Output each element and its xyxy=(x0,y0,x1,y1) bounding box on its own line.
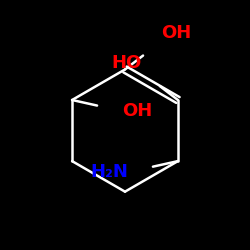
Text: H₂N: H₂N xyxy=(90,163,128,181)
Text: HO: HO xyxy=(112,54,142,72)
Text: OH: OH xyxy=(161,24,191,42)
Text: OH: OH xyxy=(122,102,152,120)
